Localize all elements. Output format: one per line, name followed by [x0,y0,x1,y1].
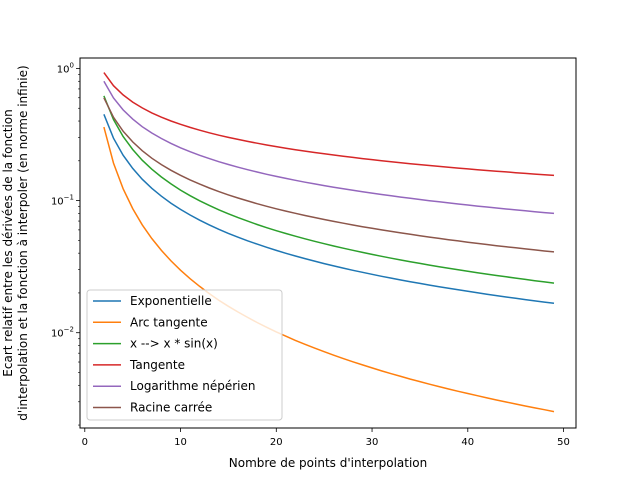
x-axis: 0 10 20 30 40 50 [82,428,570,448]
plot-frame [79,57,577,429]
x-tick-label: 10 [174,437,187,448]
legend-label: Logarithme népérien [130,379,256,393]
series-line-1 [103,126,555,413]
legend-label: Exponentielle [130,294,212,308]
plot-area [103,72,555,413]
x-tick-label: 20 [270,437,283,448]
series-lines [103,72,555,413]
series-line-2 [103,95,555,284]
legend-label: Tangente [129,358,185,372]
legend: Exponentielle Arc tangente x --> x * sin(x… [86,289,283,421]
y-axis-label-line-1: Ecart relatif entre les dérivées de la f… [1,109,15,376]
series-line-0 [103,114,555,305]
legend-label: Racine carrée [130,401,212,415]
legend-label: x --> x * sin(x) [130,337,218,351]
x-axis-label: Nombre de points d'interpolation [229,456,428,470]
x-tick-label: 30 [366,437,379,448]
x-tick-label: 50 [557,437,570,448]
series-line-3 [103,72,555,177]
series-line-4 [103,80,555,215]
legend-box [86,289,283,421]
x-tick-label: 40 [461,437,474,448]
x-tick-label: 0 [82,437,88,448]
y-axis-label-line-2: d'interpolation et la fonction à interpo… [16,65,30,420]
legend-label: Arc tangente [130,315,208,329]
series-line-5 [103,97,555,253]
